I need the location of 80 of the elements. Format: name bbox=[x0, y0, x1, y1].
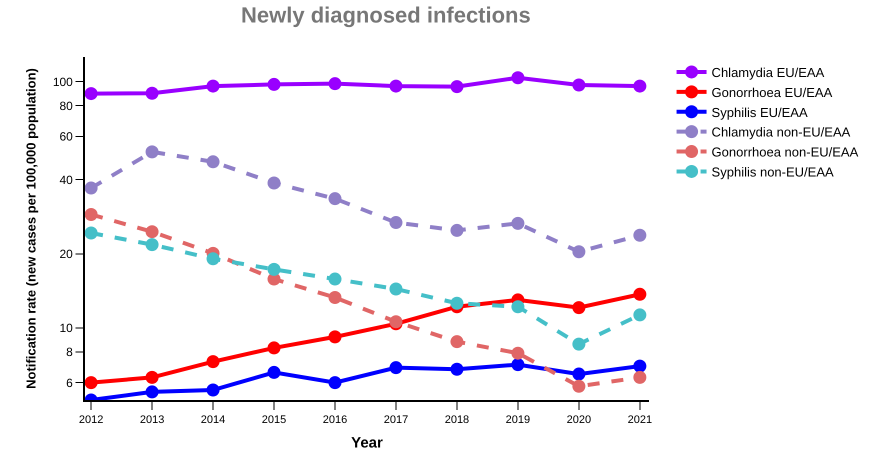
x-tick-label: 2020 bbox=[566, 414, 592, 426]
point bbox=[146, 238, 159, 252]
legend-label: Gonorrhoea non-EU/EAA bbox=[712, 144, 859, 160]
point bbox=[633, 288, 646, 301]
y-axis-title: Notification rate (new cases per 100,000 population) bbox=[23, 68, 38, 389]
point bbox=[633, 360, 646, 373]
point bbox=[633, 80, 646, 93]
point bbox=[389, 361, 402, 374]
point bbox=[450, 296, 464, 310]
point bbox=[511, 300, 524, 314]
x-tick-label: 2014 bbox=[200, 414, 226, 426]
point bbox=[85, 226, 98, 240]
point bbox=[389, 80, 402, 93]
point bbox=[206, 80, 220, 93]
y-tick-label: 10 bbox=[59, 321, 74, 336]
point bbox=[572, 245, 586, 258]
point bbox=[146, 145, 159, 158]
point bbox=[389, 216, 402, 230]
point bbox=[328, 192, 342, 206]
point bbox=[511, 358, 524, 372]
legend-label: Gonorrhoea EU/EAA bbox=[712, 84, 833, 100]
point bbox=[511, 216, 524, 230]
point bbox=[450, 80, 464, 94]
x-tick-label: 2012 bbox=[78, 414, 104, 426]
x-tick-label: 2021 bbox=[628, 414, 652, 426]
y-tick-label: 6 bbox=[66, 376, 74, 390]
point bbox=[146, 86, 159, 100]
y-tick-label: 100 bbox=[52, 74, 74, 89]
point bbox=[85, 182, 98, 195]
legend-label: Chlamydia non-EU/EAA bbox=[712, 124, 851, 140]
point bbox=[328, 290, 342, 304]
point bbox=[206, 155, 220, 168]
legend-label: Syphilis EU/EAA bbox=[712, 104, 808, 120]
point bbox=[328, 272, 342, 286]
point bbox=[633, 308, 646, 322]
x-tick-label: 2019 bbox=[506, 414, 530, 426]
point bbox=[206, 355, 220, 368]
x-tick-label: 2013 bbox=[140, 414, 164, 426]
x-tick-label: 2017 bbox=[384, 414, 408, 426]
point bbox=[268, 366, 281, 379]
point bbox=[146, 370, 159, 384]
point bbox=[268, 176, 281, 190]
x-axis-title: Year bbox=[351, 434, 384, 452]
y-tick-label: 20 bbox=[59, 247, 74, 262]
x-tick-label: 2015 bbox=[262, 414, 286, 426]
point bbox=[206, 384, 220, 396]
point bbox=[85, 208, 98, 221]
y-tick-label: 80 bbox=[59, 98, 74, 113]
point bbox=[511, 71, 524, 84]
y-tick-label: 60 bbox=[59, 130, 74, 144]
point bbox=[268, 262, 281, 276]
point bbox=[450, 362, 464, 376]
point bbox=[511, 346, 524, 360]
point bbox=[328, 376, 342, 390]
x-tick-label: 2016 bbox=[322, 414, 348, 426]
y-tick-label: 40 bbox=[59, 172, 74, 187]
point bbox=[572, 338, 586, 351]
point bbox=[450, 335, 464, 348]
point bbox=[268, 341, 281, 354]
point bbox=[268, 78, 281, 91]
point bbox=[328, 77, 342, 90]
legend-label: Chlamydia EU/EAA bbox=[712, 65, 825, 80]
point bbox=[572, 78, 586, 92]
legend-label: Syphilis non-EU/EAA bbox=[712, 164, 834, 180]
point bbox=[206, 252, 220, 266]
point bbox=[85, 87, 98, 100]
point bbox=[328, 330, 342, 344]
point bbox=[450, 224, 464, 237]
x-tick-label: 2018 bbox=[444, 414, 470, 426]
point bbox=[572, 380, 586, 393]
point bbox=[146, 385, 159, 398]
point bbox=[389, 282, 402, 296]
chart-title: Newly diagnosed infections bbox=[241, 2, 531, 28]
point bbox=[85, 376, 98, 390]
point bbox=[572, 368, 586, 381]
point bbox=[633, 228, 646, 242]
point bbox=[633, 370, 646, 384]
point bbox=[572, 301, 586, 314]
point bbox=[146, 225, 159, 238]
y-tick-label: 8 bbox=[66, 345, 74, 360]
